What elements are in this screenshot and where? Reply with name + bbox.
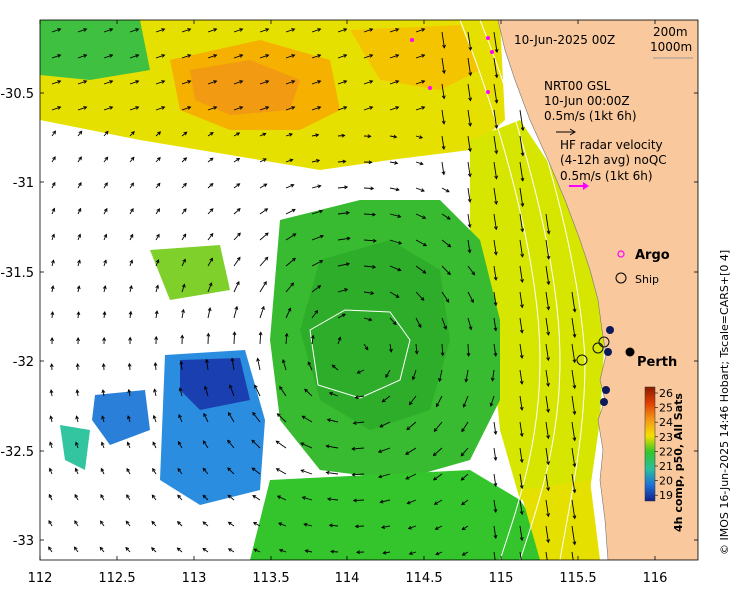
colorbar-tick-label: 23 [659, 431, 673, 444]
colorbar-tick-label: 20 [659, 475, 673, 488]
x-tick-label: 115.5 [559, 571, 596, 586]
x-tick-label: 113 [182, 571, 207, 586]
argo-float-marker [410, 38, 414, 42]
colorbar-tick-label: 22 [659, 445, 673, 458]
argo-float-marker [428, 86, 432, 90]
x-tick-label: 112 [28, 571, 53, 586]
colorbar-title: 4h comp, p50, All Sats [672, 393, 685, 532]
product-label: NRT00 GSL [544, 79, 611, 93]
station-marker [604, 348, 612, 356]
colorbar-tick-label: 24 [659, 416, 673, 429]
product-scale-label: 0.5m/s (1kt 6h) [544, 109, 637, 123]
x-tick-label: 116 [643, 571, 668, 586]
current-arrow-head [547, 565, 550, 568]
perth-marker [626, 348, 635, 357]
y-tick-label: -31.5 [0, 266, 34, 281]
y-tick-label: -32 [13, 355, 34, 370]
radar-scale-label: 0.5m/s (1kt 6h) [560, 169, 653, 183]
station-marker [600, 398, 608, 406]
y-tick-label: -33 [13, 534, 34, 549]
credit-label: © IMOS 16-Jun-2025 14:46 Hobart; Tscale=… [718, 250, 731, 555]
current-arrow [468, 344, 469, 356]
y-tick-label: -32.5 [0, 445, 34, 460]
colorbar-tick-label: 19 [659, 489, 673, 502]
city-label-perth: Perth [637, 355, 677, 370]
colorbar-tick-label: 26 [659, 387, 673, 400]
current-arrow-head [494, 561, 497, 564]
argo-legend-label: Argo [635, 248, 670, 263]
x-tick-label: 114.5 [405, 571, 442, 586]
y-tick-label: -31 [13, 176, 34, 191]
station-marker [606, 326, 614, 334]
argo-float-marker [486, 36, 490, 40]
colorbar-gradient [645, 387, 655, 501]
sst-eddy-core [300, 240, 450, 430]
x-tick-label: 115 [489, 571, 514, 586]
argo-float-marker [490, 50, 494, 54]
colorbar-tick-label: 21 [659, 460, 673, 473]
station-marker [602, 386, 610, 394]
depth-label-1000m: 1000m [650, 40, 692, 54]
depth-label-200m: 200m [653, 25, 688, 39]
x-tick-label: 114 [335, 571, 360, 586]
radar-avg-label: (4-12h avg) noQC [560, 153, 667, 167]
argo-float-marker [486, 90, 490, 94]
map-plot-area: Perth 10-Jun-2025 00Z 200m 1000m NRT00 G… [40, 20, 698, 570]
ship-legend-label: Ship [635, 273, 659, 286]
current-arrow-head [520, 563, 523, 566]
product-time-label: 10-Jun 00:00Z [544, 94, 630, 108]
x-tick-label: 112.5 [98, 571, 135, 586]
colorbar-tick-label: 25 [659, 402, 673, 415]
current-arrow [234, 332, 235, 344]
radar-label: HF radar velocity [560, 138, 663, 152]
y-tick-label: -30.5 [0, 87, 34, 102]
x-tick-label: 113.5 [252, 571, 289, 586]
date-label: 10-Jun-2025 00Z [514, 33, 615, 47]
current-arrow-head [573, 567, 576, 570]
sst-northwest-green [40, 20, 150, 80]
